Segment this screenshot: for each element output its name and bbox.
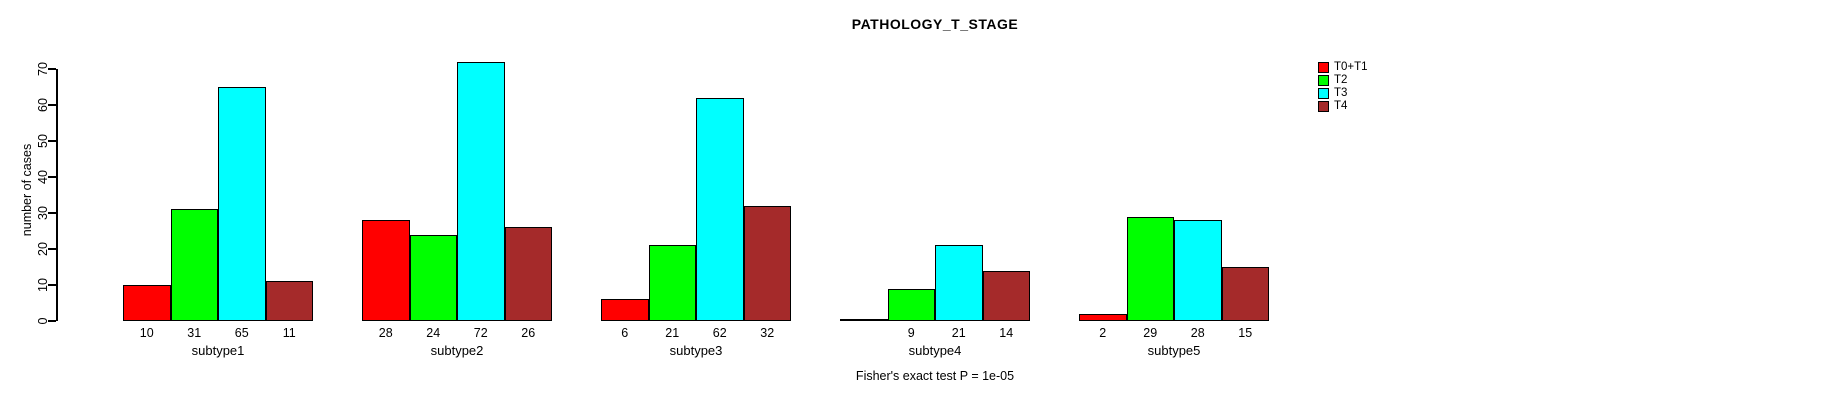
bar-count-label: 21 (951, 326, 966, 340)
bar-series-1 (170, 209, 218, 321)
bar-series-0-zero (840, 319, 888, 321)
y-axis-tick-label: 30 (36, 206, 50, 220)
fisher-test-annotation: Fisher's exact test P = 1e-05 (855, 369, 1015, 383)
legend-label: T2 (1334, 74, 1348, 86)
x-category-label: subtype2 (430, 343, 484, 358)
bar-count-label: 24 (426, 326, 441, 340)
bar-series-0 (601, 299, 649, 321)
bar-count-label: 14 (999, 326, 1014, 340)
bar-count-label: 26 (521, 326, 536, 340)
legend: T0+T1 T2 T3 T4 (1318, 61, 1368, 113)
bar-series-1 (648, 245, 696, 321)
y-axis-tick (48, 104, 56, 106)
legend-item: T4 (1318, 100, 1368, 112)
bar-series-1 (1126, 216, 1174, 321)
legend-swatch-0 (1318, 61, 1329, 73)
y-axis-tick (48, 320, 56, 322)
bar-count-label: 32 (760, 326, 775, 340)
bar-series-3 (504, 227, 552, 321)
y-axis-tick-label: 20 (36, 242, 50, 256)
legend-swatch-2 (1318, 87, 1329, 99)
bar-count-label: 65 (234, 326, 249, 340)
y-axis-tick-label: 10 (36, 278, 50, 292)
bar-count-label: 31 (187, 326, 202, 340)
bar-series-3 (1221, 267, 1269, 321)
bar-count-label: 28 (1190, 326, 1205, 340)
bar-count-label: 6 (621, 326, 629, 340)
legend-swatch-1 (1318, 74, 1329, 86)
legend-item: T3 (1318, 87, 1368, 99)
bar-series-0 (123, 285, 171, 321)
bar-series-1 (887, 288, 935, 321)
bar-count-label: 29 (1143, 326, 1158, 340)
y-axis-label: number of cases (20, 143, 34, 237)
y-axis-tick-label: 70 (36, 62, 50, 76)
y-axis-tick (48, 68, 56, 70)
legend-label: T3 (1334, 87, 1348, 99)
legend-item: T0+T1 (1318, 61, 1368, 73)
bar-series-1 (409, 234, 457, 321)
bar-count-label: 72 (473, 326, 488, 340)
bar-series-3 (982, 270, 1030, 321)
y-axis-tick (48, 212, 56, 214)
bar-series-2 (935, 245, 983, 321)
bar-count-label: 10 (139, 326, 154, 340)
legend-swatch-3 (1318, 100, 1329, 112)
chart-title: PATHOLOGY_T_STAGE (851, 16, 1019, 32)
y-axis-tick-label: 40 (36, 170, 50, 184)
bar-count-label: 2 (1099, 326, 1107, 340)
legend-label: T0+T1 (1334, 61, 1368, 73)
x-category-label: subtype4 (908, 343, 962, 358)
bar-series-0 (1079, 313, 1127, 321)
bar-series-2 (696, 97, 744, 321)
y-axis-tick (48, 248, 56, 250)
legend-label: T4 (1334, 100, 1348, 112)
y-axis-line (56, 69, 58, 321)
x-category-label: subtype3 (669, 343, 723, 358)
y-axis-tick-label: 0 (36, 317, 50, 325)
bar-count-label: 11 (282, 326, 296, 340)
y-axis-tick (48, 176, 56, 178)
bar-count-label: 21 (665, 326, 680, 340)
x-category-label: subtype1 (191, 343, 245, 358)
bar-series-2 (1174, 220, 1222, 321)
y-axis-tick-label: 60 (36, 98, 50, 112)
y-axis-tick (48, 140, 56, 142)
y-axis-tick (48, 284, 56, 286)
bar-series-0 (362, 220, 410, 321)
bar-count-label: 15 (1238, 326, 1253, 340)
y-axis-tick-label: 50 (36, 134, 50, 148)
legend-item: T2 (1318, 74, 1368, 86)
bar-count-label: 62 (712, 326, 727, 340)
bar-series-2 (218, 87, 266, 321)
bar-count-label: 28 (378, 326, 393, 340)
bar-series-2 (457, 61, 505, 321)
bar-series-3 (743, 205, 791, 321)
bar-series-3 (265, 281, 313, 321)
x-category-label: subtype5 (1147, 343, 1201, 358)
bar-count-label: 9 (907, 326, 915, 340)
